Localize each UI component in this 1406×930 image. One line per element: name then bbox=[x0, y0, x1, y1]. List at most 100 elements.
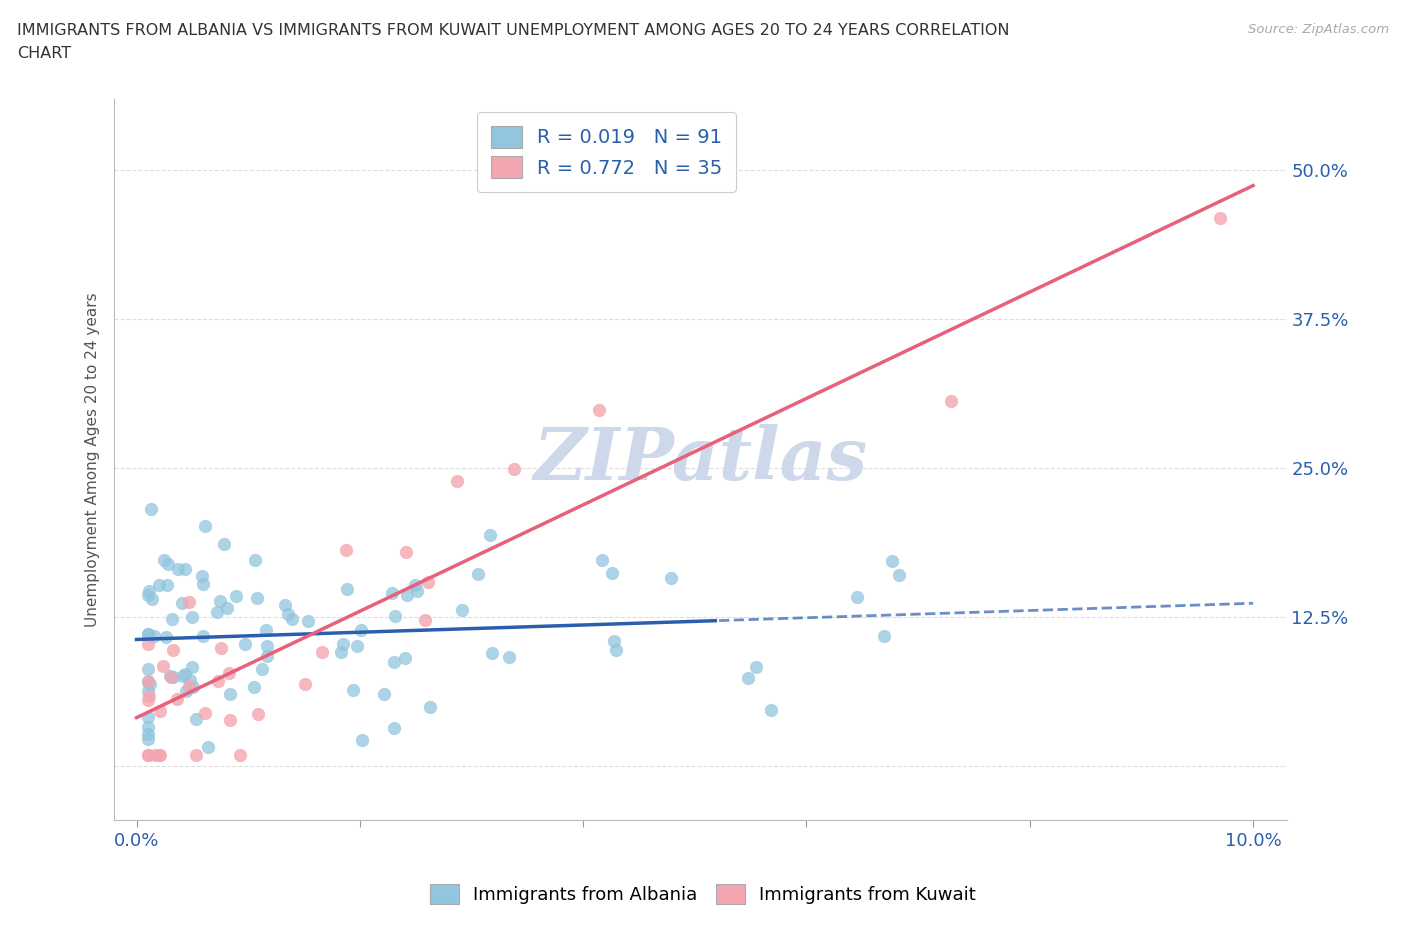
Point bbox=[243, 680, 266, 695]
Point bbox=[160, 612, 183, 627]
Point bbox=[416, 575, 439, 590]
Point bbox=[138, 584, 160, 599]
Point bbox=[478, 527, 501, 542]
Point bbox=[384, 608, 406, 623]
Point bbox=[588, 403, 610, 418]
Point bbox=[297, 614, 319, 629]
Point bbox=[600, 565, 623, 580]
Point bbox=[382, 655, 405, 670]
Point bbox=[136, 675, 159, 690]
Point bbox=[395, 544, 418, 559]
Point bbox=[172, 596, 194, 611]
Point bbox=[346, 639, 368, 654]
Point bbox=[330, 644, 353, 659]
Point bbox=[229, 747, 252, 762]
Point bbox=[173, 667, 195, 682]
Point bbox=[745, 659, 768, 674]
Point bbox=[256, 638, 278, 653]
Point bbox=[384, 721, 406, 736]
Point bbox=[350, 732, 373, 747]
Point bbox=[143, 747, 166, 762]
Point bbox=[183, 680, 205, 695]
Point bbox=[413, 612, 436, 627]
Point bbox=[759, 703, 782, 718]
Point bbox=[136, 747, 159, 762]
Point bbox=[159, 669, 181, 684]
Point bbox=[136, 727, 159, 742]
Point bbox=[381, 586, 404, 601]
Point bbox=[659, 571, 682, 586]
Point bbox=[197, 739, 219, 754]
Point bbox=[246, 591, 269, 605]
Point bbox=[373, 686, 395, 701]
Point bbox=[212, 537, 235, 551]
Point bbox=[141, 592, 163, 607]
Point bbox=[191, 577, 214, 591]
Point bbox=[138, 677, 160, 692]
Point bbox=[498, 649, 520, 664]
Point bbox=[162, 643, 184, 658]
Point bbox=[246, 706, 269, 721]
Point bbox=[167, 562, 190, 577]
Point bbox=[136, 627, 159, 642]
Point bbox=[311, 645, 333, 660]
Point bbox=[155, 630, 177, 644]
Point bbox=[148, 578, 170, 592]
Point bbox=[335, 543, 357, 558]
Point bbox=[350, 622, 373, 637]
Point bbox=[159, 670, 181, 684]
Point bbox=[136, 732, 159, 747]
Point bbox=[149, 747, 172, 762]
Point bbox=[174, 684, 197, 698]
Point bbox=[209, 641, 232, 656]
Point bbox=[294, 677, 316, 692]
Point bbox=[887, 567, 910, 582]
Point bbox=[149, 704, 172, 719]
Point bbox=[215, 601, 238, 616]
Point bbox=[218, 666, 240, 681]
Point bbox=[184, 747, 207, 762]
Point bbox=[181, 609, 204, 624]
Point bbox=[467, 566, 489, 581]
Legend: R = 0.019   N = 91, R = 0.772   N = 35: R = 0.019 N = 91, R = 0.772 N = 35 bbox=[477, 112, 737, 192]
Point bbox=[873, 629, 896, 644]
Point bbox=[250, 662, 273, 677]
Point bbox=[603, 633, 626, 648]
Point bbox=[274, 597, 297, 612]
Point bbox=[136, 747, 159, 762]
Point bbox=[219, 712, 242, 727]
Point bbox=[136, 710, 159, 724]
Point bbox=[208, 594, 231, 609]
Point bbox=[162, 670, 184, 684]
Point bbox=[179, 672, 201, 687]
Point bbox=[481, 646, 503, 661]
Point bbox=[419, 699, 441, 714]
Point bbox=[845, 590, 868, 604]
Point bbox=[219, 686, 242, 701]
Legend: Immigrants from Albania, Immigrants from Kuwait: Immigrants from Albania, Immigrants from… bbox=[423, 876, 983, 911]
Point bbox=[225, 589, 247, 604]
Point bbox=[277, 607, 299, 622]
Point bbox=[172, 669, 194, 684]
Point bbox=[591, 552, 613, 567]
Text: CHART: CHART bbox=[17, 46, 70, 61]
Point bbox=[342, 683, 364, 698]
Point bbox=[233, 636, 256, 651]
Text: Source: ZipAtlas.com: Source: ZipAtlas.com bbox=[1249, 23, 1389, 36]
Point bbox=[336, 581, 359, 596]
Point bbox=[136, 588, 159, 603]
Text: IMMIGRANTS FROM ALBANIA VS IMMIGRANTS FROM KUWAIT UNEMPLOYMENT AMONG AGES 20 TO : IMMIGRANTS FROM ALBANIA VS IMMIGRANTS FR… bbox=[17, 23, 1010, 38]
Point bbox=[281, 612, 304, 627]
Point bbox=[406, 583, 429, 598]
Point bbox=[450, 603, 472, 618]
Point bbox=[177, 679, 200, 694]
Point bbox=[174, 562, 197, 577]
Point bbox=[141, 501, 163, 516]
Point bbox=[184, 711, 207, 726]
Point bbox=[136, 627, 159, 642]
Point bbox=[404, 578, 426, 592]
Point bbox=[136, 684, 159, 698]
Point bbox=[136, 693, 159, 708]
Point bbox=[254, 623, 277, 638]
Point bbox=[136, 673, 159, 688]
